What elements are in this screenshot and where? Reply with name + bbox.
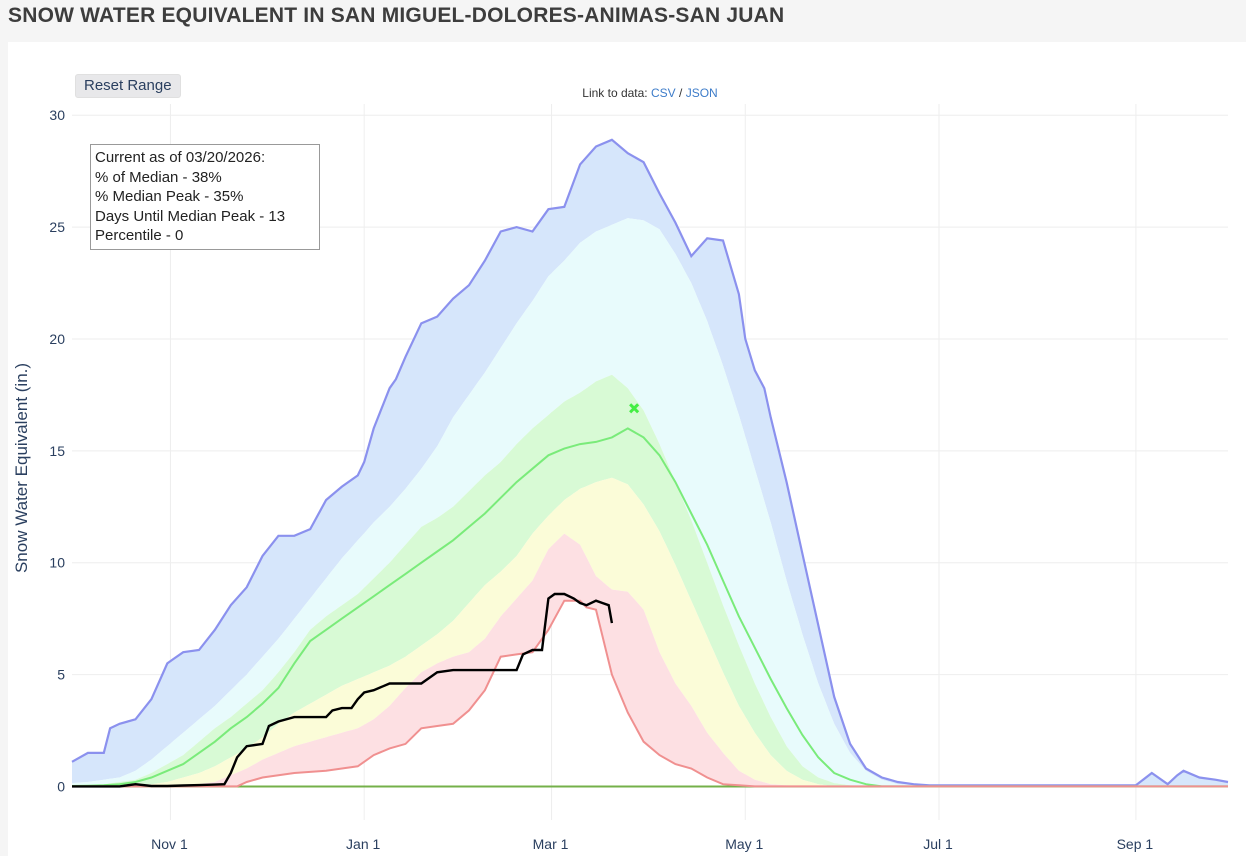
median-peak-marker[interactable] <box>629 403 640 414</box>
series-median-line[interactable] <box>71 427 1228 788</box>
y-tick-label: 25 <box>49 219 65 235</box>
band-90-70 <box>72 218 1228 787</box>
x-axis-ticks: Nov 1 Jan 1 Mar 1 May 1 Jul 1 Sep 1 <box>151 836 1153 852</box>
y-tick-label: 15 <box>49 443 65 459</box>
band-10-min <box>72 533 1228 787</box>
x-tick-label: May 1 <box>725 836 763 852</box>
x-tick-label: Sep 1 <box>1117 836 1154 852</box>
y-tick-label: 20 <box>49 331 65 347</box>
y-tick-label: 5 <box>57 667 65 683</box>
data-links: Link to data: CSV / JSON <box>500 86 800 100</box>
band-70-30 <box>72 374 1228 787</box>
y-axis-ticks: 0 5 10 15 20 25 30 <box>49 107 65 794</box>
percentile-bands <box>72 139 1228 787</box>
link-prefix: Link to data: <box>582 86 648 100</box>
x-tick-label: Nov 1 <box>151 836 188 852</box>
band-max-90 <box>72 139 1228 787</box>
y-tick-label: 10 <box>49 555 65 571</box>
y-axis-label: Snow Water Equivalent (in.) <box>12 363 31 573</box>
page-title: SNOW WATER EQUIVALENT IN SAN MIGUEL-DOLO… <box>8 4 785 27</box>
info-current-date: Current as of 03/20/2026: <box>95 149 266 166</box>
reset-range-button[interactable]: Reset Range <box>75 74 181 98</box>
status-infobox: Current as of 03/20/2026: % of Median - … <box>90 144 320 250</box>
x-tick-label: Jul 1 <box>923 836 953 852</box>
median-peak-stroke-b <box>629 403 640 414</box>
series-max-line[interactable] <box>71 138 1229 787</box>
info-days-until-peak: Days Until Median Peak - 13 <box>95 207 286 225</box>
info-pct-median-peak: % Median Peak - 35% <box>95 188 244 206</box>
y-tick-label: 30 <box>49 107 65 123</box>
band-30-10 <box>72 477 1228 787</box>
info-pct-median: % of Median - 38% <box>95 168 222 186</box>
series-current-year-line[interactable] <box>72 592 614 788</box>
csv-link[interactable]: CSV <box>651 86 676 100</box>
x-tick-label: Mar 1 <box>533 836 569 852</box>
json-link[interactable]: JSON <box>685 86 718 100</box>
y-tick-label: 0 <box>57 778 65 794</box>
series-lines <box>71 138 1229 788</box>
info-percentile: Percentile - 0 <box>95 227 184 245</box>
x-tick-label: Jan 1 <box>346 836 380 852</box>
link-separator: / <box>679 86 683 100</box>
